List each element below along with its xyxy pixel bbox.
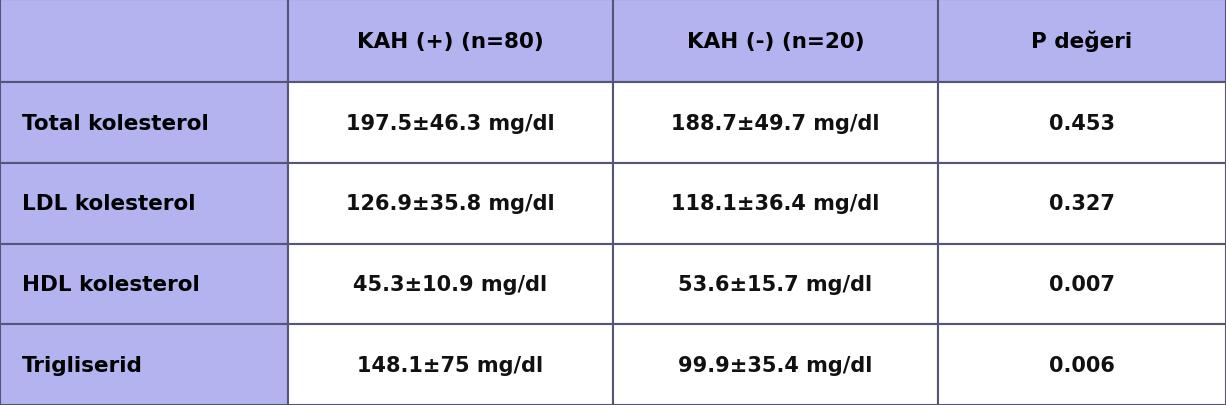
Bar: [938, 324, 1226, 405]
Bar: [0, 83, 288, 164]
Bar: [613, 83, 938, 164]
Bar: [613, 324, 938, 405]
Bar: [0, 164, 288, 244]
Text: 197.5±46.3 mg/dl: 197.5±46.3 mg/dl: [346, 113, 555, 133]
Text: LDL kolesterol: LDL kolesterol: [22, 194, 196, 214]
Text: Total kolesterol: Total kolesterol: [22, 113, 208, 133]
Text: Trigliserid: Trigliserid: [22, 355, 143, 375]
Bar: [613, 164, 938, 244]
Bar: [938, 244, 1226, 324]
Text: 148.1±75 mg/dl: 148.1±75 mg/dl: [358, 355, 543, 375]
Bar: [288, 324, 613, 405]
Text: 188.7±49.7 mg/dl: 188.7±49.7 mg/dl: [671, 113, 880, 133]
Text: 45.3±10.9 mg/dl: 45.3±10.9 mg/dl: [353, 274, 548, 294]
Text: 0.327: 0.327: [1049, 194, 1114, 214]
Text: 99.9±35.4 mg/dl: 99.9±35.4 mg/dl: [678, 355, 873, 375]
Bar: [0, 0, 288, 83]
Bar: [288, 0, 613, 83]
Text: 118.1±36.4 mg/dl: 118.1±36.4 mg/dl: [672, 194, 879, 214]
Bar: [938, 83, 1226, 164]
Text: HDL kolesterol: HDL kolesterol: [22, 274, 200, 294]
Bar: [288, 244, 613, 324]
Bar: [288, 83, 613, 164]
Text: KAH (-) (n=20): KAH (-) (n=20): [687, 32, 864, 51]
Bar: [288, 164, 613, 244]
Bar: [613, 0, 938, 83]
Text: KAH (+) (n=80): KAH (+) (n=80): [357, 32, 544, 51]
Text: P değeri: P değeri: [1031, 31, 1133, 52]
Bar: [938, 164, 1226, 244]
Bar: [0, 324, 288, 405]
Text: 53.6±15.7 mg/dl: 53.6±15.7 mg/dl: [678, 274, 873, 294]
Text: 126.9±35.8 mg/dl: 126.9±35.8 mg/dl: [346, 194, 555, 214]
Text: 0.453: 0.453: [1049, 113, 1114, 133]
Text: 0.006: 0.006: [1049, 355, 1114, 375]
Bar: [613, 244, 938, 324]
Bar: [938, 0, 1226, 83]
Bar: [0, 244, 288, 324]
Text: 0.007: 0.007: [1049, 274, 1114, 294]
